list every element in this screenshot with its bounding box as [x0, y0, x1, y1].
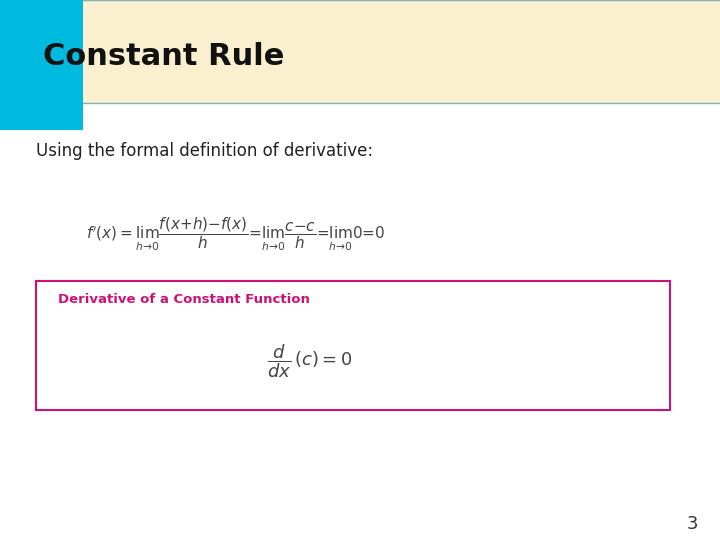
- Bar: [0, 0, 720, 103]
- Text: Using the formal definition of derivative:: Using the formal definition of derivativ…: [36, 142, 373, 160]
- Text: Constant Rule: Constant Rule: [43, 42, 284, 71]
- Bar: [0, 0, 83, 130]
- FancyBboxPatch shape: [36, 281, 670, 410]
- Text: $\dfrac{d}{dx}\,(c) = 0$: $\dfrac{d}{dx}\,(c) = 0$: [267, 342, 352, 380]
- Text: 3: 3: [687, 515, 698, 533]
- Text: Derivative of a Constant Function: Derivative of a Constant Function: [58, 293, 310, 306]
- Text: $f'(x) = \lim_{h \to 0} \dfrac{f(x+h)-f(x)}{h} = \lim_{h \to 0} \dfrac{c-c}{h} =: $f'(x) = \lim_{h \to 0} \dfrac{f(x+h)-f(…: [86, 217, 386, 253]
